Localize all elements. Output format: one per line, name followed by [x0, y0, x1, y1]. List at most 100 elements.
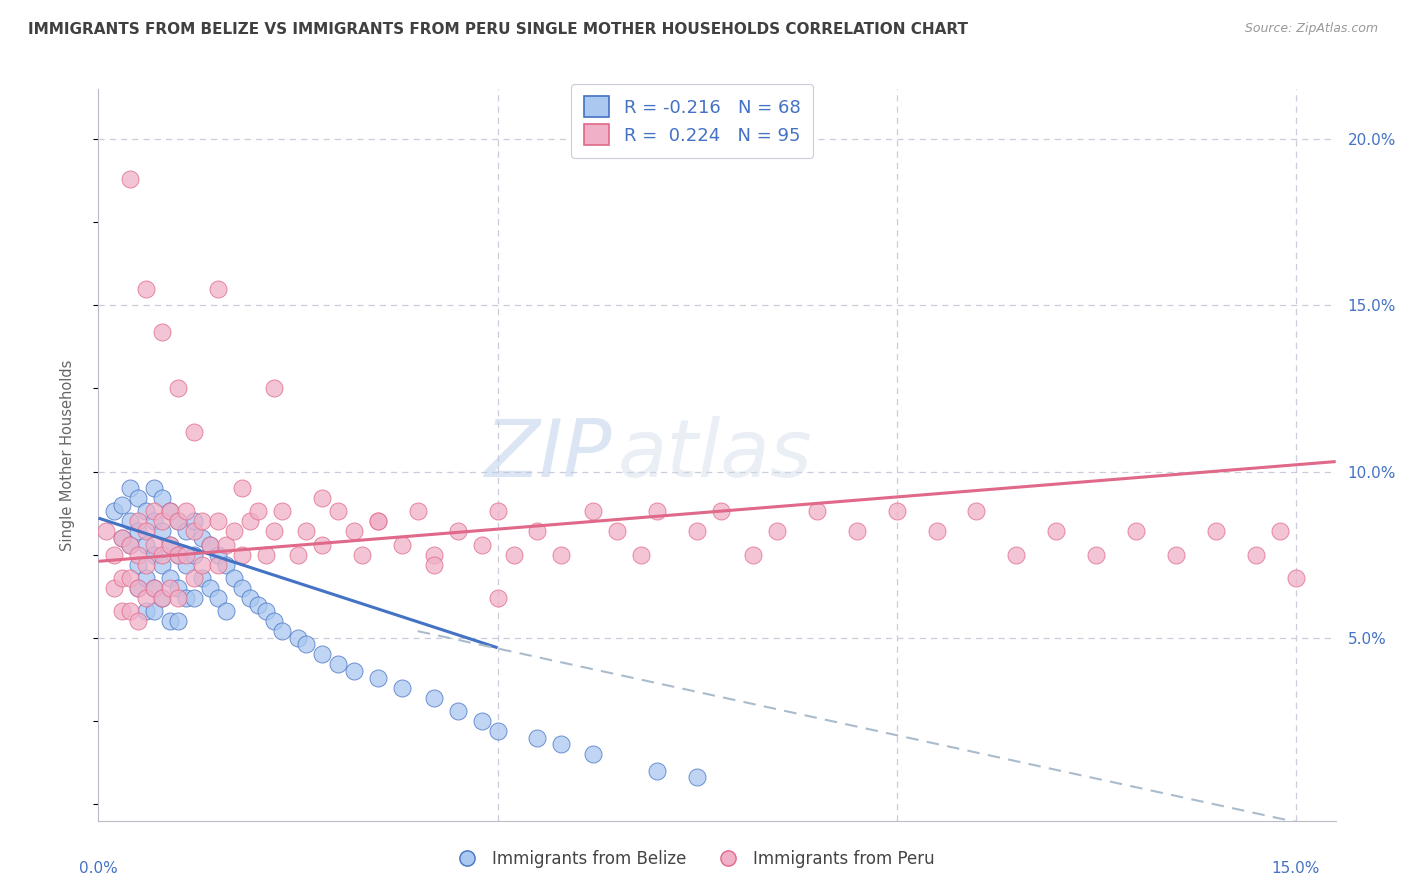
Point	[159, 504, 181, 518]
Point	[103, 581, 125, 595]
Point	[471, 538, 494, 552]
Point	[686, 771, 709, 785]
Point	[350, 548, 373, 562]
Point	[645, 504, 668, 518]
Point	[231, 548, 253, 562]
Point	[159, 538, 181, 552]
Point	[103, 504, 125, 518]
Point	[127, 491, 149, 505]
Legend: Immigrants from Belize, Immigrants from Peru: Immigrants from Belize, Immigrants from …	[443, 843, 941, 874]
Point	[1164, 548, 1187, 562]
Point	[191, 558, 214, 572]
Point	[96, 524, 118, 539]
Point	[167, 548, 190, 562]
Point	[295, 524, 318, 539]
Point	[135, 604, 157, 618]
Point	[1268, 524, 1291, 539]
Point	[198, 581, 221, 595]
Point	[111, 571, 134, 585]
Point	[326, 504, 349, 518]
Point	[111, 604, 134, 618]
Point	[167, 581, 190, 595]
Text: ZIP: ZIP	[485, 416, 612, 494]
Point	[191, 515, 214, 529]
Point	[287, 548, 309, 562]
Point	[263, 381, 285, 395]
Point	[167, 591, 190, 605]
Point	[806, 504, 828, 518]
Point	[143, 504, 166, 518]
Point	[120, 538, 142, 552]
Point	[167, 614, 190, 628]
Point	[167, 548, 190, 562]
Point	[183, 548, 205, 562]
Point	[127, 548, 149, 562]
Point	[239, 515, 262, 529]
Point	[198, 538, 221, 552]
Point	[550, 737, 572, 751]
Point	[120, 538, 142, 552]
Point	[710, 504, 733, 518]
Point	[966, 504, 988, 518]
Point	[1205, 524, 1227, 539]
Point	[254, 548, 277, 562]
Point	[295, 637, 318, 651]
Point	[207, 282, 229, 296]
Point	[582, 747, 605, 761]
Point	[287, 631, 309, 645]
Point	[150, 491, 173, 505]
Point	[326, 657, 349, 672]
Point	[422, 558, 444, 572]
Point	[111, 531, 134, 545]
Point	[239, 591, 262, 605]
Point	[143, 581, 166, 595]
Point	[159, 581, 181, 595]
Point	[120, 515, 142, 529]
Point	[406, 504, 429, 518]
Point	[343, 664, 366, 678]
Point	[582, 504, 605, 518]
Point	[167, 515, 190, 529]
Text: 0.0%: 0.0%	[79, 861, 118, 876]
Point	[471, 714, 494, 728]
Point	[127, 581, 149, 595]
Point	[103, 548, 125, 562]
Point	[391, 538, 413, 552]
Point	[486, 591, 509, 605]
Point	[367, 671, 389, 685]
Point	[135, 538, 157, 552]
Point	[502, 548, 524, 562]
Point	[135, 558, 157, 572]
Point	[120, 604, 142, 618]
Point	[526, 731, 548, 745]
Point	[215, 604, 238, 618]
Point	[150, 325, 173, 339]
Point	[167, 381, 190, 395]
Point	[446, 524, 468, 539]
Point	[925, 524, 948, 539]
Point	[174, 524, 197, 539]
Point	[207, 548, 229, 562]
Point	[198, 538, 221, 552]
Point	[1085, 548, 1108, 562]
Point	[391, 681, 413, 695]
Point	[215, 538, 238, 552]
Point	[127, 558, 149, 572]
Point	[159, 571, 181, 585]
Point	[120, 571, 142, 585]
Point	[174, 548, 197, 562]
Point	[263, 614, 285, 628]
Point	[271, 624, 294, 639]
Point	[191, 571, 214, 585]
Point	[191, 531, 214, 545]
Point	[159, 538, 181, 552]
Point	[143, 581, 166, 595]
Point	[446, 704, 468, 718]
Point	[183, 591, 205, 605]
Point	[135, 571, 157, 585]
Point	[422, 690, 444, 705]
Point	[686, 524, 709, 539]
Point	[247, 504, 270, 518]
Point	[606, 524, 628, 539]
Point	[311, 491, 333, 505]
